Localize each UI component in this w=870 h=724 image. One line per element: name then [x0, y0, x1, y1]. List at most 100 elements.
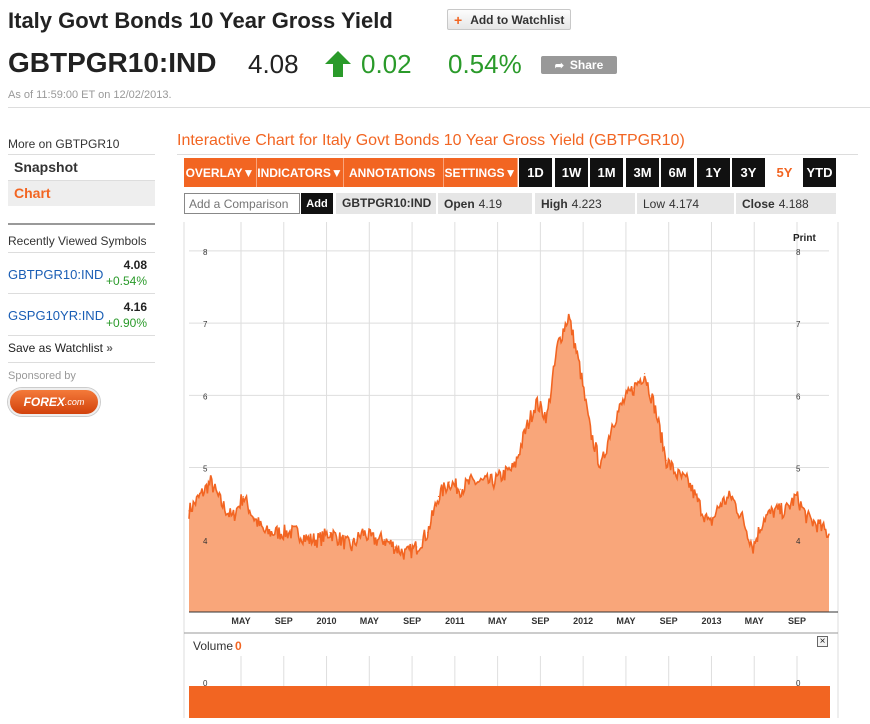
- forex-logo-suffix: .com: [64, 397, 85, 407]
- yield-line: [188, 313, 830, 560]
- overlay-menu[interactable]: OVERLAY ▼: [184, 158, 257, 187]
- yield-area: [189, 314, 829, 612]
- data-point: [643, 373, 646, 375]
- share-arrow-icon: ➦: [554, 59, 564, 72]
- volume-tick-left: 0: [203, 679, 208, 688]
- add-comparison-input[interactable]: [184, 193, 300, 214]
- y-tick-label-left: 4: [203, 537, 208, 546]
- x-tick-label: SEP: [275, 616, 293, 626]
- divider: [8, 223, 155, 225]
- as-of-timestamp: As of 11:59:00 ET on 12/02/2013.: [8, 89, 172, 101]
- recent-symbol-link[interactable]: GBTPGR10:IND: [8, 267, 104, 282]
- dropdown-arrow-icon: ▼: [330, 165, 343, 180]
- x-tick-label: 2012: [573, 616, 593, 626]
- range-3y-button[interactable]: 3Y: [732, 158, 765, 187]
- x-tick-label: 2013: [701, 616, 721, 626]
- data-point: [383, 539, 385, 541]
- divider: [8, 107, 870, 108]
- x-tick-label: MAY: [488, 616, 507, 626]
- range-1y-button[interactable]: 1Y: [697, 158, 730, 187]
- divider: [8, 293, 155, 294]
- close-value: 4.188: [778, 197, 809, 211]
- dropdown-arrow-icon: ▼: [242, 165, 255, 180]
- recent-symbol-link[interactable]: GSPG10YR:IND: [8, 308, 105, 323]
- recently-viewed-heading: Recently Viewed Symbols: [8, 234, 147, 248]
- indicators-menu-label: INDICATORS: [257, 165, 331, 180]
- y-tick-label-right: 4: [796, 537, 801, 546]
- range-1d-button[interactable]: 1D: [519, 158, 552, 187]
- y-tick-label-right: 6: [796, 392, 801, 401]
- volume-label-text: Volume: [193, 639, 234, 653]
- x-tick-label: SEP: [660, 616, 678, 626]
- open-value: 4.19: [478, 197, 503, 211]
- high-label: High: [541, 197, 568, 211]
- settings-menu-label: SETTINGS: [444, 165, 505, 180]
- annotations-menu[interactable]: ANNOTATIONS: [344, 158, 444, 187]
- page-title: Italy Govt Bonds 10 Year Gross Yield: [8, 8, 393, 33]
- data-point: [437, 495, 440, 498]
- close-volume-icon[interactable]: ×: [817, 636, 828, 647]
- low-label: Low: [643, 197, 666, 211]
- divider: [8, 252, 155, 253]
- x-tick-label: MAY: [745, 616, 764, 626]
- y-tick-label-right: 5: [796, 465, 801, 474]
- chart-frame: [183, 222, 839, 718]
- x-tick-label: MAY: [616, 616, 635, 626]
- chart-title: Interactive Chart for Italy Govt Bonds 1…: [177, 132, 685, 149]
- last-price: 4.08: [248, 49, 299, 79]
- indicators-menu[interactable]: INDICATORS ▼: [257, 158, 344, 187]
- volume-bars: [189, 686, 830, 718]
- divider: [8, 362, 155, 363]
- open-stat: Open 4.19: [438, 193, 532, 214]
- recent-symbol-change: +0.54%: [105, 274, 147, 288]
- range-5y-button[interactable]: 5Y: [768, 158, 801, 187]
- add-comparison-button[interactable]: Add: [301, 193, 333, 214]
- divider: [177, 154, 858, 155]
- range-1w-button[interactable]: 1W: [555, 158, 588, 187]
- range-1m-button[interactable]: 1M: [590, 158, 623, 187]
- x-tick-label: SEP: [403, 616, 421, 626]
- close-stat: Close 4.188: [736, 193, 836, 214]
- y-tick-label-left: 6: [203, 392, 208, 401]
- settings-menu[interactable]: SETTINGS ▼: [444, 158, 518, 187]
- x-tick-label: MAY: [360, 616, 379, 626]
- volume-label: Volume 0: [193, 639, 242, 653]
- y-tick-label-right: 7: [796, 320, 801, 329]
- plus-icon: +: [454, 11, 463, 28]
- divider: [8, 180, 155, 181]
- x-tick-label: 2011: [445, 616, 465, 626]
- volume-tick-right: 0: [796, 679, 801, 688]
- add-to-watchlist-label: Add to Watchlist: [470, 12, 565, 27]
- sidebar-item-snapshot[interactable]: Snapshot: [14, 159, 78, 175]
- y-tick-label-left: 7: [203, 320, 208, 329]
- double-chevron-right-icon: »: [106, 341, 113, 355]
- annotations-menu-label: ANNOTATIONS: [349, 165, 436, 180]
- y-tick-label-left: 5: [203, 465, 208, 474]
- share-button[interactable]: ➦ Share: [541, 56, 617, 74]
- price-change: 0.02: [361, 49, 412, 79]
- volume-value: 0: [235, 639, 242, 653]
- x-tick-label: SEP: [788, 616, 806, 626]
- y-tick-label-left: 8: [203, 248, 208, 257]
- add-to-watchlist-button[interactable]: + Add to Watchlist: [447, 9, 571, 30]
- x-tick-label: SEP: [531, 616, 549, 626]
- range-ytd-button[interactable]: YTD: [803, 158, 836, 187]
- sidebar-item-chart[interactable]: Chart: [8, 181, 155, 206]
- sidebar-heading: More on GBTPGR10: [8, 137, 120, 151]
- percent-change: 0.54%: [448, 49, 522, 79]
- save-as-watchlist-link[interactable]: Save as Watchlist »: [8, 341, 113, 355]
- dropdown-arrow-icon: ▼: [504, 165, 517, 180]
- range-3m-button[interactable]: 3M: [626, 158, 659, 187]
- chart-symbol: GBTPGR10:IND: [336, 193, 436, 214]
- range-6m-button[interactable]: 6M: [661, 158, 694, 187]
- print-link[interactable]: Print: [793, 233, 816, 244]
- up-arrow-icon: [325, 51, 351, 77]
- high-stat: High 4.223: [535, 193, 635, 214]
- x-tick-label: 2010: [317, 616, 337, 626]
- forex-logo[interactable]: FOREX .com: [8, 388, 100, 416]
- recent-symbol-price: 4.08: [123, 258, 147, 272]
- recent-symbol-price: 4.16: [123, 300, 147, 314]
- low-value: 4.174: [669, 197, 700, 211]
